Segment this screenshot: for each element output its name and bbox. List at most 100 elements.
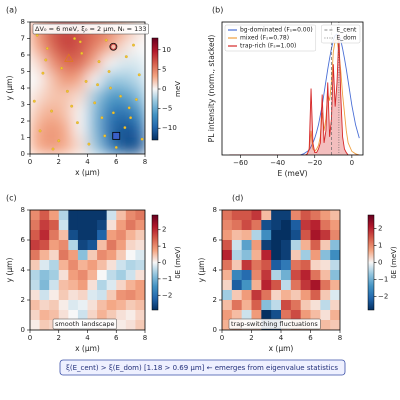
- cell: [241, 310, 252, 321]
- cell: [39, 290, 50, 301]
- cell: [106, 270, 117, 281]
- cell: [130, 38, 145, 56]
- y-tick-label: 0: [21, 326, 25, 334]
- cell: [330, 270, 340, 281]
- trap-point: [119, 94, 122, 98]
- cell: [290, 250, 302, 261]
- cell: [222, 300, 233, 311]
- cell: [125, 210, 136, 221]
- cell: [271, 260, 282, 271]
- cell: [58, 310, 69, 321]
- cell: [68, 290, 79, 301]
- x-axis-label: x (μm): [75, 168, 100, 177]
- cell: [251, 220, 262, 231]
- annotation: smooth landscape: [55, 320, 115, 328]
- cell: [261, 250, 272, 261]
- cell: [73, 71, 88, 89]
- x-tick-label: 2: [57, 334, 61, 342]
- cell: [135, 320, 145, 330]
- plot-frame: [29, 209, 146, 331]
- cell: [281, 240, 292, 251]
- plot-frame: [221, 21, 364, 156]
- cell: [330, 230, 340, 241]
- cell: [44, 88, 60, 105]
- cell: [68, 210, 79, 221]
- y-tick-label: 8: [21, 18, 25, 26]
- cell: [77, 300, 88, 311]
- cell: [30, 104, 45, 122]
- trap-point: [65, 89, 69, 93]
- cell: [310, 220, 321, 231]
- x-tick-label: 0: [220, 334, 224, 342]
- cell: [251, 300, 262, 311]
- cell: [231, 230, 243, 241]
- cell: [241, 230, 252, 241]
- cell: [310, 300, 321, 311]
- trap-point: [70, 104, 74, 108]
- cell: [330, 220, 340, 231]
- cell: [290, 270, 302, 281]
- cell: [106, 290, 117, 301]
- cell: [73, 121, 88, 138]
- y-tick-label: 0: [21, 150, 25, 158]
- x-axis-label: x (μm): [269, 344, 294, 353]
- cell: [125, 240, 136, 251]
- y-tick-label: 7: [21, 35, 25, 43]
- cell: [73, 137, 88, 154]
- cell: [231, 220, 243, 231]
- cell: [87, 270, 98, 281]
- cell: [135, 210, 145, 221]
- panel-label: (d): [232, 194, 243, 203]
- cell: [49, 210, 60, 221]
- cell: [222, 260, 233, 271]
- cell: [101, 137, 117, 154]
- cell: [130, 55, 145, 72]
- annotation: trap-switching fluctuations: [231, 320, 318, 328]
- cell: [73, 55, 88, 72]
- cell: [320, 230, 331, 241]
- cell: [106, 220, 117, 231]
- cell: [310, 260, 321, 271]
- cell: [97, 230, 108, 241]
- cell: [116, 137, 132, 154]
- cell: [77, 250, 88, 261]
- cell: [130, 104, 145, 122]
- y-tick-label: 0: [213, 326, 217, 334]
- cell: [44, 71, 60, 89]
- cell: [231, 250, 243, 261]
- cell: [125, 250, 136, 261]
- trap-point: [80, 51, 84, 55]
- cell: [261, 290, 272, 301]
- legend-label: bg-dominated (Fₛ=0.00): [240, 27, 313, 34]
- x-tick-label: 4: [85, 158, 90, 166]
- panel-label: (a): [6, 6, 17, 15]
- cell: [87, 290, 98, 301]
- cell: [106, 260, 117, 271]
- y-axis-label: y (μm): [5, 258, 14, 283]
- cell: [271, 280, 282, 291]
- cell: [300, 270, 311, 281]
- cell: [39, 280, 50, 291]
- cell: [251, 240, 262, 251]
- trap-point: [129, 116, 133, 120]
- cell: [44, 121, 60, 138]
- cell: [39, 310, 50, 321]
- cell: [116, 300, 127, 311]
- cell: [116, 310, 127, 321]
- x-axis-label: x (μm): [75, 344, 100, 353]
- plot-area: [229, 22, 360, 155]
- trap-point: [104, 38, 108, 42]
- colorbar-tick-label: −10: [162, 124, 177, 132]
- cell: [97, 250, 108, 261]
- cell: [68, 270, 79, 281]
- legend-label: trap-rich (Fₛ=1.00): [240, 43, 296, 50]
- cell: [73, 88, 88, 105]
- cell: [77, 220, 88, 231]
- cell: [58, 250, 69, 261]
- cell: [231, 240, 243, 251]
- colorbar-tick-label: 1: [162, 242, 166, 250]
- trap-point: [78, 40, 82, 44]
- x-tick-label: 2: [57, 158, 61, 166]
- y-axis-label: y (μm): [197, 258, 206, 283]
- colorbar-tick-label: 10: [162, 46, 171, 54]
